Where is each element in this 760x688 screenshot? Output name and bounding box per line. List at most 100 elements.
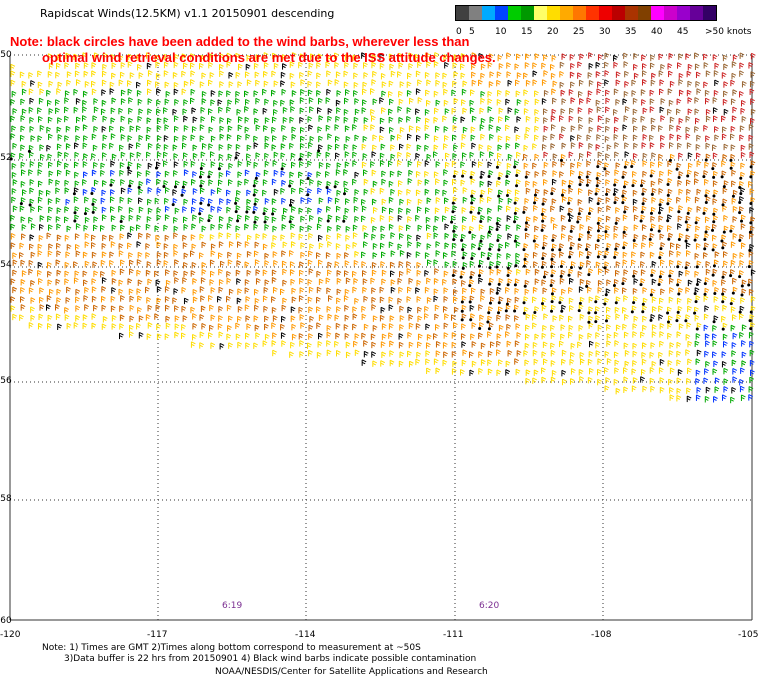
wind-barb — [56, 297, 62, 304]
contamination-dot — [703, 247, 707, 251]
wind-barb — [182, 206, 187, 213]
wind-barb — [264, 152, 269, 160]
wind-barb — [460, 142, 466, 149]
wind-barb — [370, 187, 376, 195]
wind-barb — [217, 99, 223, 106]
wind-barb — [731, 72, 737, 80]
wind-barb — [183, 125, 189, 132]
wind-barb — [723, 90, 728, 98]
wind-barb — [624, 350, 630, 357]
wind-barb — [75, 98, 81, 105]
wind-barb — [704, 350, 709, 358]
wind-barb — [291, 126, 297, 134]
wind-barb — [550, 349, 556, 357]
wind-barb — [570, 97, 576, 104]
wind-barb — [676, 250, 682, 258]
wind-barb — [622, 306, 627, 314]
wind-barb — [307, 80, 313, 88]
wind-barb — [381, 351, 387, 359]
legend-swatch — [469, 6, 482, 20]
contamination-dot — [522, 264, 526, 268]
wind-barb — [111, 153, 117, 161]
wind-barb — [210, 205, 216, 213]
wind-barb — [246, 269, 252, 277]
wind-barb — [91, 80, 96, 88]
wind-barb — [478, 277, 483, 284]
wind-barb — [334, 79, 340, 86]
contamination-dot — [585, 248, 589, 252]
wind-barb — [137, 307, 142, 314]
wind-barb — [568, 234, 573, 242]
lon-label-105: -105 — [738, 630, 759, 640]
wind-barb — [354, 297, 360, 305]
wind-barb — [469, 351, 474, 358]
wind-barb — [651, 124, 656, 132]
wind-barb — [631, 90, 637, 97]
wind-barb — [64, 314, 70, 321]
wind-barb — [469, 304, 475, 312]
wind-barb — [136, 241, 142, 248]
contamination-dot — [450, 220, 454, 224]
contamination-dot — [676, 265, 680, 269]
wind-barb — [676, 341, 682, 349]
contamination-dot — [650, 273, 654, 277]
wind-barb — [74, 70, 80, 77]
wind-barb — [200, 277, 206, 284]
wind-barb — [281, 197, 287, 205]
wind-barb — [173, 61, 179, 69]
wind-barb — [172, 72, 178, 79]
wind-barb — [550, 205, 555, 212]
contamination-dot — [704, 158, 708, 162]
wind-barb — [354, 250, 360, 258]
wind-barb — [343, 109, 349, 116]
wind-barb — [182, 142, 187, 150]
wind-barb — [543, 151, 549, 159]
wind-barb — [642, 315, 647, 323]
contamination-dot — [603, 255, 607, 259]
wind-barb — [28, 169, 33, 176]
wind-barb — [371, 54, 377, 61]
contamination-dot — [199, 184, 203, 188]
wind-barb — [714, 79, 719, 87]
wind-barb — [506, 323, 511, 331]
wind-barb — [237, 63, 243, 71]
wind-barb — [219, 63, 224, 71]
wind-barb — [480, 359, 486, 366]
wind-barb — [138, 72, 144, 79]
contamination-dot — [288, 220, 292, 224]
wind-barb — [451, 368, 457, 375]
legend-swatch — [612, 6, 625, 20]
wind-barb — [640, 115, 646, 123]
wind-barb — [496, 180, 501, 187]
wind-barb — [174, 315, 180, 322]
wind-barb — [173, 170, 178, 177]
wind-barb — [136, 142, 141, 149]
wind-barb — [642, 234, 648, 242]
wind-barb — [111, 287, 116, 294]
wind-barb — [407, 160, 413, 168]
wind-barb — [173, 153, 179, 160]
wind-barb — [272, 160, 278, 167]
wind-barb — [253, 142, 259, 149]
wind-barb — [73, 277, 79, 284]
wind-barb — [606, 333, 612, 340]
wind-barb — [695, 333, 701, 340]
contamination-dot — [513, 309, 517, 313]
contamination-dot — [721, 203, 725, 207]
wind-barb — [290, 278, 296, 286]
wind-barb — [37, 107, 42, 114]
wind-barb — [605, 125, 610, 133]
contamination-dot — [695, 283, 699, 287]
wind-barb — [740, 394, 746, 401]
wind-barb — [91, 234, 96, 242]
wind-barb — [172, 297, 178, 304]
wind-barb — [416, 125, 421, 133]
contamination-dot — [729, 229, 733, 233]
wind-barb — [732, 277, 737, 285]
wind-barb — [91, 242, 96, 249]
wind-barb — [100, 270, 105, 278]
wind-barb — [226, 304, 232, 312]
wind-barb — [120, 98, 126, 105]
wind-barb — [632, 97, 638, 105]
wind-barb — [588, 80, 594, 87]
